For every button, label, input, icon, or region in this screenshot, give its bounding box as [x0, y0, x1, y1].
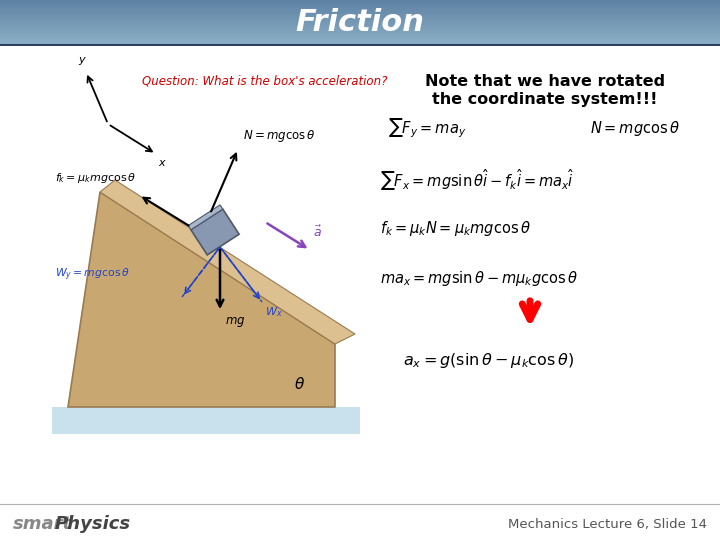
Bar — [0, 21, 720, 22]
Text: Friction: Friction — [295, 8, 425, 37]
Text: $W_x$: $W_x$ — [265, 305, 283, 319]
Bar — [0, 28, 720, 29]
Bar — [0, 2, 720, 3]
Bar — [0, 8, 720, 9]
Bar — [0, 27, 720, 28]
Text: the coordinate system!!!: the coordinate system!!! — [432, 92, 658, 107]
Bar — [0, 32, 720, 33]
Bar — [0, 15, 720, 16]
Bar — [0, 36, 720, 37]
Bar — [0, 24, 720, 25]
Bar — [0, 29, 720, 30]
Text: $\vec{a}$: $\vec{a}$ — [313, 224, 323, 240]
Bar — [0, 33, 720, 35]
Bar — [0, 40, 720, 42]
Bar — [0, 7, 720, 8]
Bar — [0, 26, 720, 27]
Text: $W_y = mg\cos\theta$: $W_y = mg\cos\theta$ — [55, 267, 130, 283]
Text: y: y — [78, 55, 85, 65]
Bar — [0, 22, 720, 23]
Text: $f_k = \mu_k mg\cos\theta$: $f_k = \mu_k mg\cos\theta$ — [55, 171, 136, 185]
Text: $\theta$: $\theta$ — [294, 376, 305, 392]
Bar — [0, 44, 720, 45]
Bar — [0, 5, 720, 6]
Bar — [0, 12, 720, 13]
Bar — [0, 25, 720, 26]
Polygon shape — [100, 180, 355, 344]
Bar — [0, 16, 720, 17]
Bar — [0, 43, 720, 44]
Bar — [0, 45, 720, 46]
Text: Note that we have rotated: Note that we have rotated — [425, 74, 665, 89]
Bar — [0, 1, 720, 2]
Bar — [0, 10, 720, 11]
Bar — [0, 38, 720, 39]
Bar — [0, 18, 720, 19]
Bar — [0, 13, 720, 14]
Polygon shape — [188, 205, 222, 230]
Bar — [0, 3, 720, 4]
Polygon shape — [191, 209, 239, 255]
Bar — [0, 20, 720, 21]
Bar — [0, 9, 720, 10]
Bar — [0, 23, 720, 24]
Text: $f_k = \mu_k N = \mu_k mg\cos\theta$: $f_k = \mu_k N = \mu_k mg\cos\theta$ — [380, 219, 531, 238]
Bar — [0, 30, 720, 31]
Bar — [0, 31, 720, 32]
Bar — [0, 0, 720, 1]
Bar — [0, 4, 720, 5]
Bar — [0, 42, 720, 43]
Text: $\sum F_x = mg\sin\theta\hat{i} - f_k\hat{i} = ma_x\hat{i}$: $\sum F_x = mg\sin\theta\hat{i} - f_k\ha… — [380, 167, 575, 193]
Bar — [0, 14, 720, 15]
Polygon shape — [68, 192, 335, 407]
Polygon shape — [52, 407, 360, 434]
Text: $\sum F_y = ma_y$: $\sum F_y = ma_y$ — [388, 116, 467, 140]
Bar — [0, 39, 720, 40]
Bar — [0, 6, 720, 7]
Bar — [0, 11, 720, 12]
Text: Mechanics Lecture 6, Slide 14: Mechanics Lecture 6, Slide 14 — [508, 517, 707, 530]
Text: $a_x = g\left(\sin\theta - \mu_k\cos\theta\right)$: $a_x = g\left(\sin\theta - \mu_k\cos\the… — [403, 350, 574, 369]
Bar — [0, 37, 720, 38]
Text: Physics: Physics — [55, 515, 131, 533]
Text: x: x — [158, 158, 166, 168]
Bar — [0, 17, 720, 18]
Text: smart: smart — [13, 515, 72, 533]
Bar — [0, 35, 720, 36]
Text: $N = mg\cos\theta$: $N = mg\cos\theta$ — [590, 118, 680, 138]
Bar — [0, 19, 720, 20]
Text: Question: What is the box's acceleration?: Question: What is the box's acceleration… — [143, 74, 387, 87]
Text: $mg$: $mg$ — [225, 315, 246, 329]
Text: $N = mg\cos\theta$: $N = mg\cos\theta$ — [243, 128, 316, 144]
Text: $ma_x = mg\sin\theta - m\mu_k g\cos\theta$: $ma_x = mg\sin\theta - m\mu_k g\cos\thet… — [380, 268, 578, 287]
